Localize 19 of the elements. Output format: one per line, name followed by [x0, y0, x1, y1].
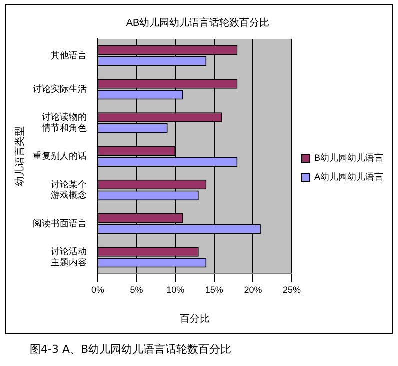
y-tick-label: 重复别人的话: [33, 151, 87, 162]
y-tick-label: 其他语言: [51, 50, 87, 60]
x-tick-label: 5%: [130, 285, 144, 296]
x-axis-title: 百分比: [180, 312, 210, 325]
y-tick-label: 讨论活动主题内容: [51, 246, 87, 268]
x-tick-label: 20%: [244, 285, 262, 296]
x-tick-label: 0%: [91, 285, 105, 296]
y-tick-label: 讨论实际生活: [33, 84, 87, 94]
y-tick-label: 讨论某个游戏概念: [51, 179, 87, 200]
legend-label: B幼儿园幼儿语言: [314, 152, 384, 163]
y-axis-title: 幼儿语言类型: [14, 126, 26, 187]
legend-label: A幼儿园幼儿语言: [314, 172, 384, 182]
chart-title: AB幼儿园幼儿语言话轮数百分比: [126, 16, 270, 29]
x-tick-label: 10%: [166, 285, 185, 296]
y-tick-label: 讨论读物的情节和角色: [41, 112, 87, 133]
x-tick-label: 15%: [205, 285, 224, 296]
y-tick-label: 阅读书面语言: [33, 218, 87, 228]
x-tick-label: 25%: [282, 285, 302, 296]
caption: 图4-3 A、B幼儿园幼儿语言话轮数百分比: [30, 342, 233, 357]
